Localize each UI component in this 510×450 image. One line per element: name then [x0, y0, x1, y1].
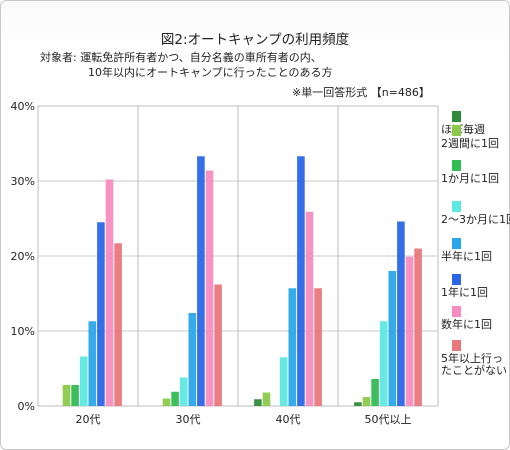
x-tick-label: 50代以上: [365, 413, 412, 426]
y-tick-label: 0%: [18, 400, 35, 413]
legend-swatch: [452, 306, 461, 317]
bar: [179, 377, 188, 406]
bar: [314, 288, 322, 406]
bar: [305, 211, 314, 406]
y-tick-label: 30%: [11, 175, 35, 188]
bar: [188, 313, 197, 406]
bar: [288, 288, 297, 406]
bar: [97, 222, 105, 406]
x-tick-label: 40代: [276, 413, 301, 426]
y-tick-label: 10%: [11, 325, 35, 338]
subject-line-2: 10年以内にオートキャンプに行ったことのある方: [88, 66, 333, 79]
subject-line-1: 対象者: 運転免許所有者かつ、自分名義の車所有者の内、: [40, 51, 322, 64]
legend-swatch: [452, 340, 461, 351]
y-tick-label: 40%: [11, 100, 35, 113]
legend-swatch: [452, 274, 461, 285]
bar: [162, 398, 171, 406]
bar: [397, 221, 405, 406]
bar: [71, 385, 79, 406]
bar: [371, 379, 379, 406]
legend-label: 1年に1回: [441, 285, 488, 299]
bar: [354, 402, 362, 406]
x-tick-label: 20代: [76, 413, 101, 426]
legend-swatch: [452, 160, 461, 171]
bar: [279, 357, 288, 406]
bar: [88, 321, 97, 406]
x-tick-label: 30代: [176, 413, 201, 426]
bar: [414, 248, 422, 406]
bar: [79, 356, 88, 406]
bar: [405, 256, 414, 406]
legend-swatch: [452, 238, 461, 249]
legend-label: 1か月に1回: [441, 172, 499, 185]
bar: [114, 243, 122, 406]
bar: [262, 392, 271, 406]
legend-swatch: [452, 201, 461, 212]
bar: [62, 385, 71, 406]
bar: [171, 391, 179, 406]
bar: [379, 321, 388, 406]
bar: [105, 179, 114, 406]
legend-label: ほぼ毎週: [441, 123, 485, 136]
legend-label: 5年以上行ったことがない: [441, 351, 507, 377]
bar: [362, 397, 371, 406]
legend-label: 半年に1回: [441, 249, 492, 263]
bar: [254, 399, 262, 406]
y-tick-label: 20%: [11, 250, 35, 263]
bar: [388, 271, 397, 406]
bar: [297, 156, 305, 406]
sample-note: ※単一回答形式 【n=486】: [292, 86, 430, 99]
bar: [205, 170, 214, 406]
bar: [214, 284, 222, 406]
legend-label: 2〜3か月に1回: [441, 213, 510, 226]
legend-swatch: [452, 125, 461, 136]
legend-label: 数年に1回: [441, 317, 492, 331]
legend-label: 2週間に1回: [441, 137, 499, 150]
chart-title: 図2:オートキャンプの利用頻度: [160, 32, 350, 48]
chart-subject-note: 対象者: 運転免許所有者かつ、自分名義の車所有者の内、 10年以内にオートキャン…: [40, 50, 333, 80]
legend-swatch: [452, 111, 461, 122]
bar: [197, 156, 205, 406]
